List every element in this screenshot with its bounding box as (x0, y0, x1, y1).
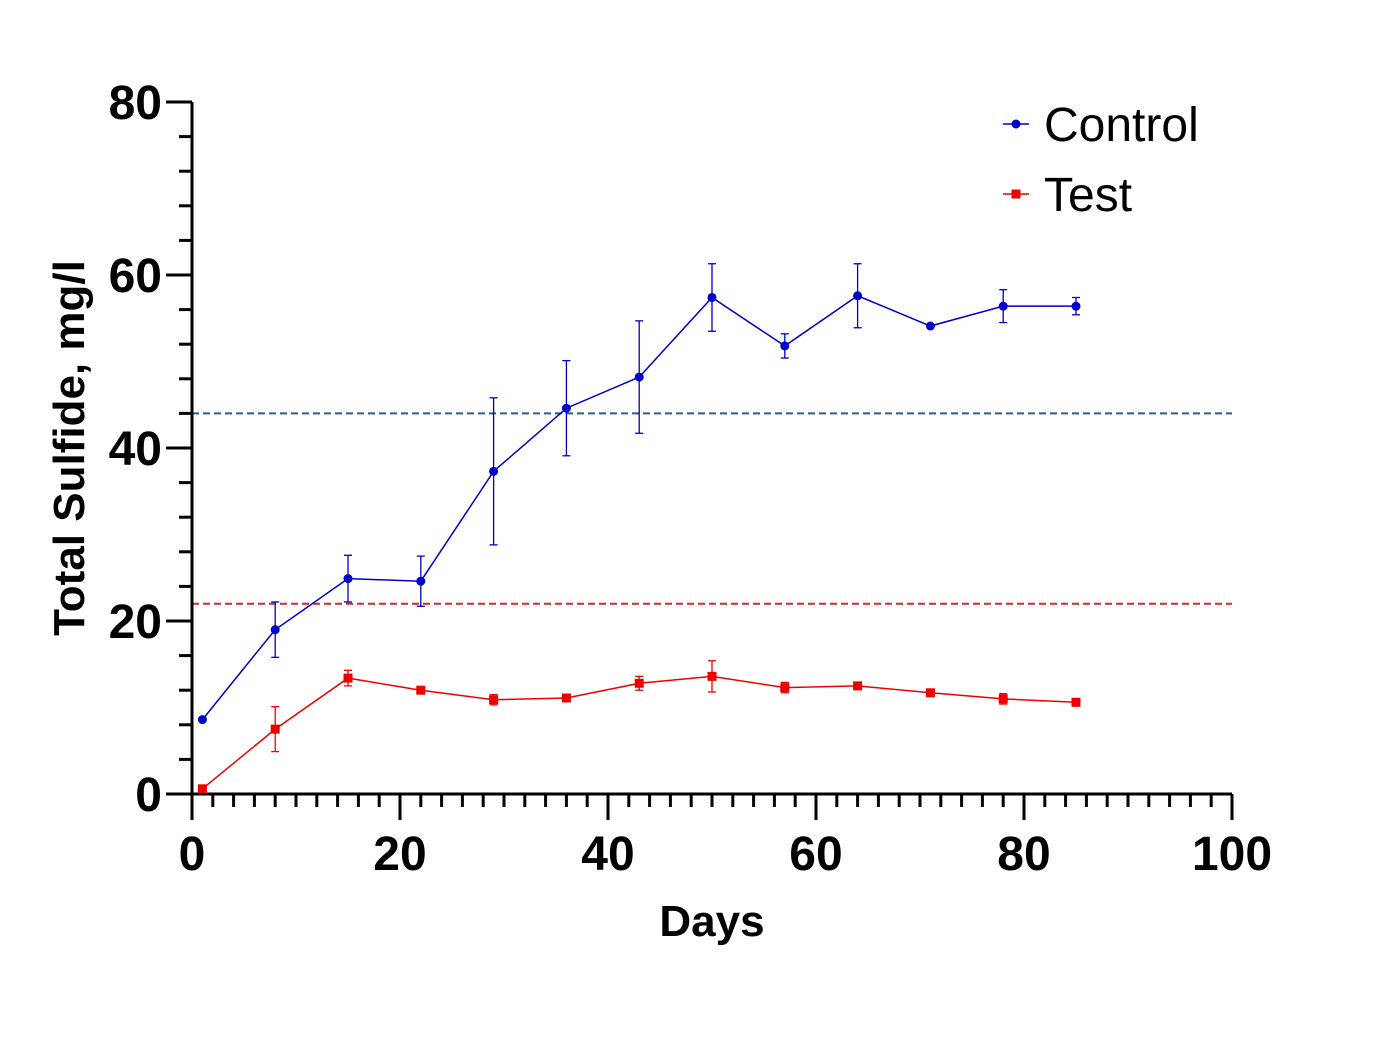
data-point (416, 576, 426, 586)
x-tick-label: 60 (789, 828, 842, 881)
y-ticks: 0 20 40 60 80 (109, 77, 192, 822)
legend-label: Control (1044, 99, 1199, 152)
data-point (707, 671, 717, 681)
y-tick-label: 20 (109, 596, 162, 649)
y-axis-title: Total Sulfide, mg/l (45, 260, 94, 636)
x-tick-label: 80 (997, 828, 1050, 881)
data-point (998, 694, 1008, 704)
x-ticks: 0 20 40 60 80 100 (179, 794, 1272, 881)
data-point (780, 341, 790, 351)
reference-lines (192, 412, 1232, 605)
y-tick-label: 80 (109, 77, 162, 130)
legend-item-test: Test (1003, 169, 1132, 222)
data-point (780, 683, 790, 693)
data-point (853, 291, 863, 301)
data-point (343, 673, 353, 683)
series-layer (197, 263, 1081, 794)
data-point (1071, 697, 1081, 707)
data-point (925, 688, 935, 698)
data-point (1071, 301, 1081, 311)
data-point (925, 321, 935, 331)
data-point (561, 403, 571, 413)
data-point (998, 301, 1008, 311)
data-point (634, 678, 644, 688)
series-control (197, 263, 1081, 725)
y-tick-label: 0 (135, 769, 162, 822)
legend-marker (1011, 189, 1021, 199)
data-point (270, 625, 280, 635)
data-point (343, 574, 353, 584)
data-point (489, 466, 499, 476)
x-tick-label: 40 (581, 828, 634, 881)
legend-label: Test (1044, 169, 1132, 222)
data-point (489, 695, 499, 705)
data-point (197, 715, 207, 725)
data-point (561, 693, 571, 703)
x-tick-label: 100 (1192, 828, 1272, 881)
y-tick-label: 40 (109, 423, 162, 476)
series-line (201, 675, 1077, 790)
data-point (707, 292, 717, 302)
y-tick-label: 60 (109, 250, 162, 303)
data-point (416, 685, 426, 695)
data-point (270, 724, 280, 734)
data-point (853, 681, 863, 691)
axes: 0 20 40 60 80 0 20 40 60 80 100 (109, 77, 1272, 881)
x-tick-label: 20 (373, 828, 426, 881)
legend-item-control: Control (1003, 99, 1199, 152)
data-point (197, 784, 207, 794)
x-axis-title: Days (659, 897, 764, 946)
legend-marker (1011, 119, 1021, 129)
series-test (197, 660, 1081, 794)
x-tick-label: 0 (179, 828, 206, 881)
legend: Control Test (1003, 99, 1199, 222)
data-point (634, 372, 644, 382)
